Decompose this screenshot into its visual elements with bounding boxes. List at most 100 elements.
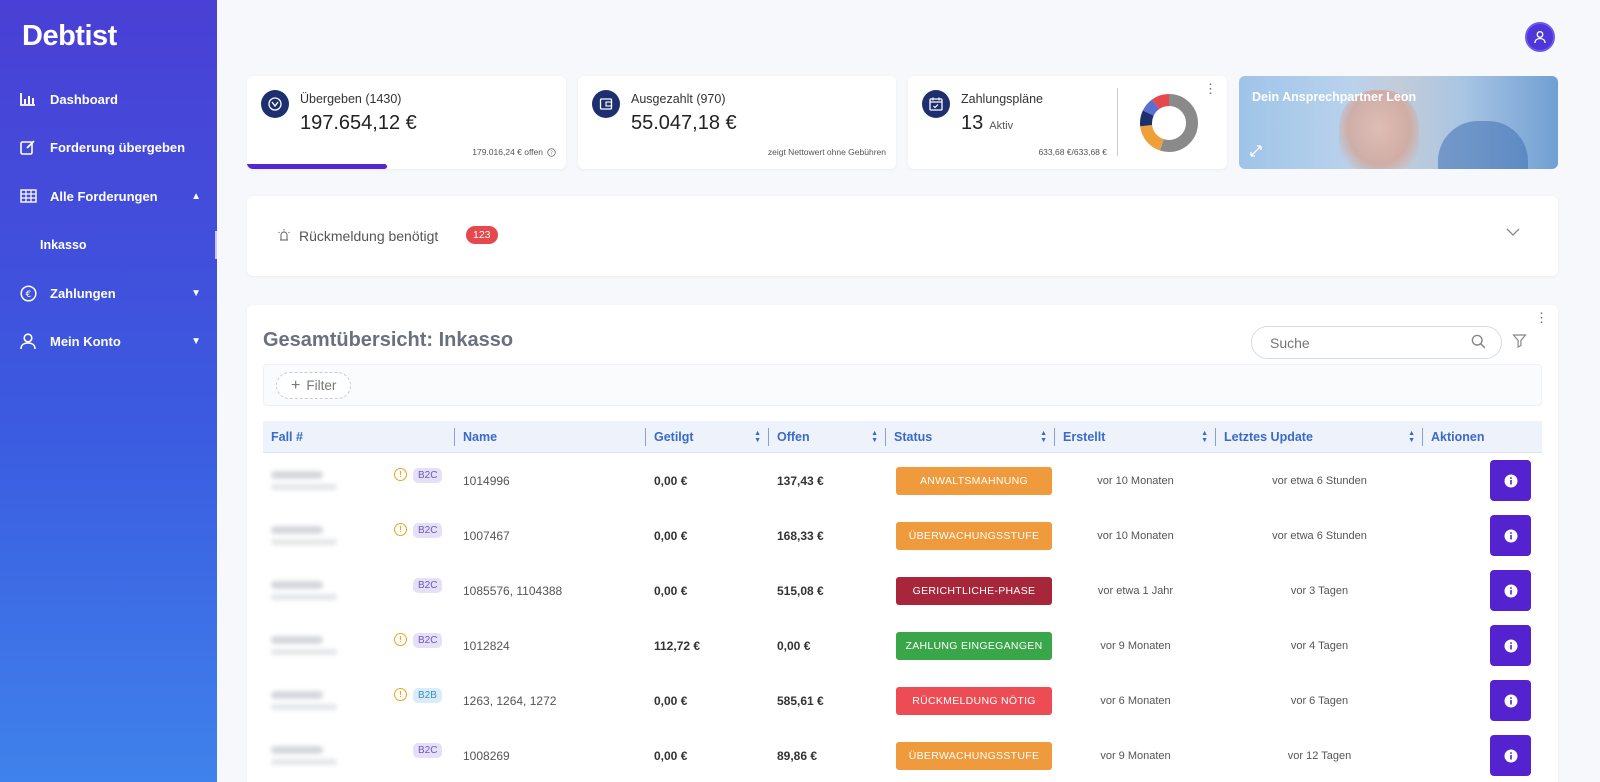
erstellt-cell: vor 10 Monaten: [1097, 475, 1174, 487]
overview-card: Gesamtübersicht: Inkasso ⋮ + Filter Fall…: [247, 305, 1558, 782]
letztes-update-cell: vor 6 Tagen: [1290, 695, 1349, 707]
table-row[interactable]: ! B2C 1012824 112,72 € 0,00 € ZAHLUNG EI…: [263, 618, 1542, 674]
column-header-erstellt[interactable]: Erstellt ▲ ▼: [1055, 421, 1216, 453]
letztes-update-cell: vor 4 Tagen: [1290, 640, 1349, 652]
search-icon[interactable]: [1471, 334, 1486, 354]
chevron-up-icon: ▲: [191, 190, 201, 202]
chevron-down-icon[interactable]: [1506, 224, 1520, 240]
chevron-down-icon: ▼: [191, 287, 201, 299]
divider: [1117, 88, 1118, 156]
more-options-icon[interactable]: ⋮: [1204, 81, 1217, 96]
info-button[interactable]: [1490, 515, 1531, 556]
svg-text:?: ?: [550, 150, 553, 156]
info-button[interactable]: [1490, 570, 1531, 611]
erstellt-cell: vor 9 Monaten: [1100, 750, 1171, 762]
stat-note: 633,68 €/633,68 €: [1038, 147, 1107, 157]
wallet-icon: [592, 90, 620, 118]
user-icon: [19, 332, 37, 350]
sidebar-item-inkasso[interactable]: Inkasso: [0, 228, 217, 262]
info-icon: [1504, 529, 1517, 542]
offen-cell: 585,61 €: [777, 694, 824, 708]
status-badge: GERICHTLICHE-PHASE: [896, 577, 1052, 605]
donut-segment: [1140, 94, 1198, 152]
status-badge: ÜBERWACHUNGSSTUFE: [896, 522, 1052, 550]
offen-cell: 0,00 €: [777, 639, 811, 653]
status-badge: ANWALTSMAHNUNG: [896, 467, 1052, 495]
info-icon: [1504, 694, 1517, 707]
column-header-offen[interactable]: Offen ▲ ▼: [769, 421, 886, 453]
case-number-redacted: [271, 636, 323, 644]
case-debtor-redacted: [271, 539, 337, 545]
sidebar: Debtist Dashboard Forderung übergeben Al…: [0, 0, 217, 782]
add-filter-button[interactable]: + Filter: [276, 372, 352, 399]
stat-title: Übergeben (1430): [300, 92, 402, 106]
sidebar-item-label: Zahlungen: [50, 285, 116, 301]
feedback-panel[interactable]: Rückmeldung benötigt 123: [247, 196, 1558, 276]
feedback-count-badge: 123: [466, 226, 498, 244]
info-button[interactable]: [1490, 735, 1531, 776]
offen-cell: 515,08 €: [777, 584, 824, 598]
table-row[interactable]: ! B2C 1014996 0,00 € 137,43 € ANWALTSMAH…: [263, 453, 1542, 509]
warning-icon: !: [394, 523, 407, 536]
customer-type-badge: B2C: [413, 468, 443, 483]
sort-icon[interactable]: ▲ ▼: [1040, 430, 1047, 444]
column-header-letztes-update[interactable]: Letztes Update ▲ ▼: [1216, 421, 1423, 453]
column-header-getilgt[interactable]: Getilgt ▲ ▼: [646, 421, 769, 453]
help-icon[interactable]: ?: [547, 147, 556, 157]
column-header-name[interactable]: Name: [455, 421, 646, 453]
case-cell: ! B2C: [263, 453, 455, 509]
sidebar-item-label: Alle Forderungen: [50, 188, 158, 204]
case-debtor-redacted: [271, 704, 337, 710]
case-number-redacted: [271, 691, 323, 699]
sidebar-item-dashboard[interactable]: Dashboard: [0, 79, 217, 119]
sort-icon[interactable]: ▲ ▼: [754, 430, 761, 444]
status-badge: ZAHLUNG EINGEGANGEN: [896, 632, 1052, 660]
sort-icon[interactable]: ▲ ▼: [871, 430, 878, 444]
warning-icon: !: [394, 468, 407, 481]
info-icon: [1504, 474, 1517, 487]
column-header-fall[interactable]: Fall #: [263, 421, 455, 453]
user-avatar-button[interactable]: [1525, 22, 1555, 52]
letztes-update-cell: vor etwa 6 Stunden: [1272, 530, 1367, 542]
search-input[interactable]: [1251, 326, 1502, 359]
sidebar-item-zahlungen[interactable]: € Zahlungen ▼: [0, 273, 217, 313]
info-button[interactable]: [1490, 625, 1531, 666]
case-cell: B2C: [263, 563, 455, 619]
table-header: Fall # Name Getilgt ▲ ▼ Offen ▲ ▼ Status ▲ ▼ E…: [263, 421, 1542, 453]
sidebar-item-forderung-uebergeben[interactable]: Forderung übergeben: [0, 127, 217, 167]
info-button[interactable]: [1490, 680, 1531, 721]
column-header-status[interactable]: Status ▲ ▼: [886, 421, 1055, 453]
stat-note: 179.016,24 € offen ?: [472, 147, 556, 157]
customer-type-badge: B2C: [413, 578, 443, 593]
info-button[interactable]: [1490, 460, 1531, 501]
contact-card[interactable]: Dein Ansprechpartner Leon: [1239, 76, 1558, 169]
sidebar-item-alle-forderungen[interactable]: Alle Forderungen ▲: [0, 176, 217, 216]
table-row[interactable]: B2C 1008269 0,00 € 89,86 € ÜBERWACHUNGSS…: [263, 728, 1542, 782]
case-number-redacted: [271, 526, 323, 534]
contact-photo-shoulder: [1438, 121, 1528, 169]
letztes-update-cell: vor 12 Tagen: [1287, 750, 1352, 762]
table-row[interactable]: ! B2C 1007467 0,00 € 168,33 € ÜBERWACHUN…: [263, 508, 1542, 564]
table-row[interactable]: ! B2B 1263, 1264, 1272 0,00 € 585,61 € R…: [263, 673, 1542, 729]
name-cell: 1085576, 1104388: [463, 584, 563, 598]
name-cell: 1263, 1264, 1272: [463, 694, 557, 708]
info-icon: [1504, 749, 1517, 762]
sidebar-item-mein-konto[interactable]: Mein Konto ▼: [0, 321, 217, 361]
sidebar-item-label: Inkasso: [40, 238, 87, 252]
user-icon: [1534, 31, 1546, 44]
more-options-icon[interactable]: ⋮: [1535, 310, 1548, 325]
erstellt-cell: vor 6 Monaten: [1100, 695, 1171, 707]
feedback-label: Rückmeldung benötigt: [299, 228, 439, 244]
warning-icon: !: [394, 688, 407, 701]
sort-icon[interactable]: ▲ ▼: [1201, 430, 1208, 444]
expand-icon[interactable]: [1249, 144, 1263, 161]
handover-icon: [261, 90, 289, 118]
table-row[interactable]: B2C 1085576, 1104388 0,00 € 515,08 € GER…: [263, 563, 1542, 619]
getilgt-cell: 0,00 €: [654, 529, 688, 543]
sort-icon[interactable]: ▲ ▼: [1408, 430, 1415, 444]
filter-icon[interactable]: [1512, 333, 1527, 353]
active-indicator: [215, 231, 217, 259]
letztes-update-cell: vor etwa 6 Stunden: [1272, 475, 1367, 487]
case-cell: ! B2C: [263, 508, 455, 564]
offen-cell: 89,86 €: [777, 749, 818, 763]
